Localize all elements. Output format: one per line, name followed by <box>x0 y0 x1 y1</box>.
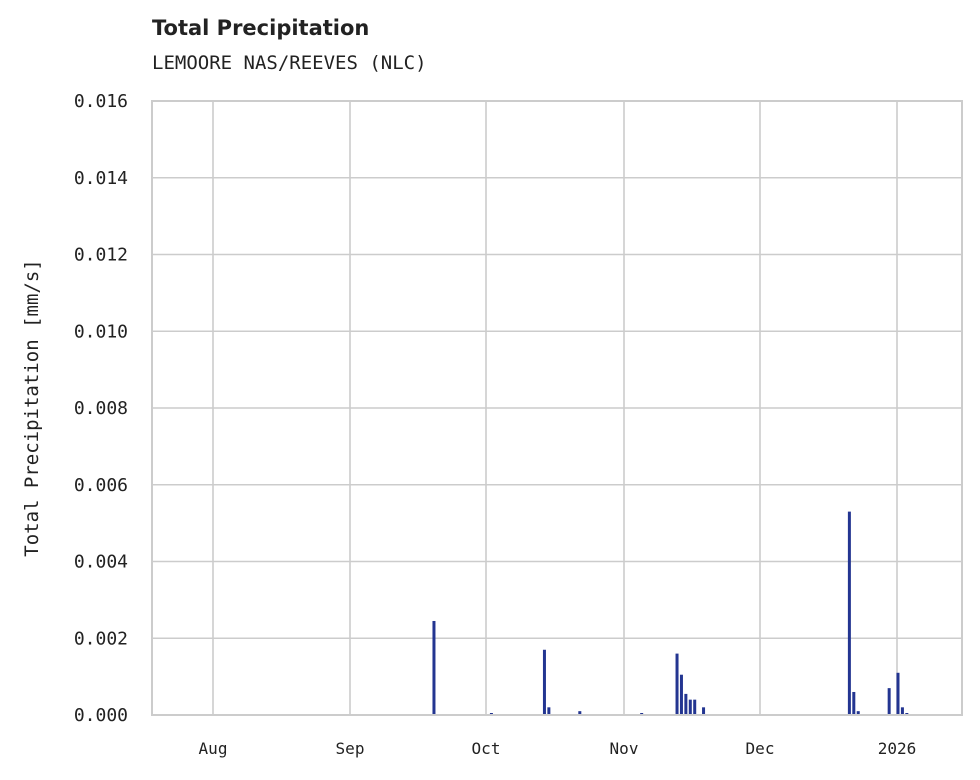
y-tick-label: 0.016 <box>74 91 128 112</box>
precipitation-bar <box>847 511 851 715</box>
y-tick-label: 0.002 <box>74 628 128 649</box>
precipitation-bars <box>432 511 909 715</box>
y-tick-label: 0.006 <box>74 475 128 496</box>
precipitation-bar <box>675 653 679 715</box>
precipitation-bar <box>679 674 683 715</box>
precipitation-bar <box>852 691 856 715</box>
precipitation-bar <box>693 699 697 715</box>
precipitation-bar <box>432 620 436 715</box>
x-tick-label: Dec <box>746 739 775 758</box>
precipitation-bar <box>702 707 706 715</box>
precipitation-bar <box>887 688 891 715</box>
x-axis-ticks: Aug Sep Oct Nov Dec 2026 <box>199 739 917 758</box>
precipitation-bar <box>688 699 692 715</box>
chart-title: Total Precipitation <box>152 16 370 40</box>
y-tick-label: 0.000 <box>74 705 128 726</box>
precipitation-bar <box>547 707 551 715</box>
precipitation-bar <box>578 711 582 715</box>
x-tick-label: Aug <box>199 739 228 758</box>
y-tick-label: 0.008 <box>74 398 128 419</box>
x-tick-label: Sep <box>336 739 365 758</box>
y-tick-label: 0.004 <box>74 552 128 573</box>
x-tick-label: Oct <box>472 739 501 758</box>
precipitation-bar <box>856 711 860 715</box>
y-tick-label: 0.014 <box>74 168 128 189</box>
y-tick-label: 0.010 <box>74 321 128 342</box>
y-axis-ticks: 0.000 0.002 0.004 0.006 0.008 0.010 0.012 0.014… <box>74 91 128 726</box>
precipitation-bar <box>684 693 688 715</box>
precipitation-bar <box>542 649 546 715</box>
x-tick-label: Nov <box>610 739 639 758</box>
precipitation-bar <box>896 672 900 715</box>
plot-frame <box>151 100 963 716</box>
x-tick-label: 2026 <box>878 739 917 758</box>
gridlines <box>152 100 962 716</box>
precipitation-bar <box>900 707 904 715</box>
y-tick-label: 0.012 <box>74 245 128 266</box>
chart-subtitle: LEMOORE NAS/REEVES (NLC) <box>152 52 427 74</box>
